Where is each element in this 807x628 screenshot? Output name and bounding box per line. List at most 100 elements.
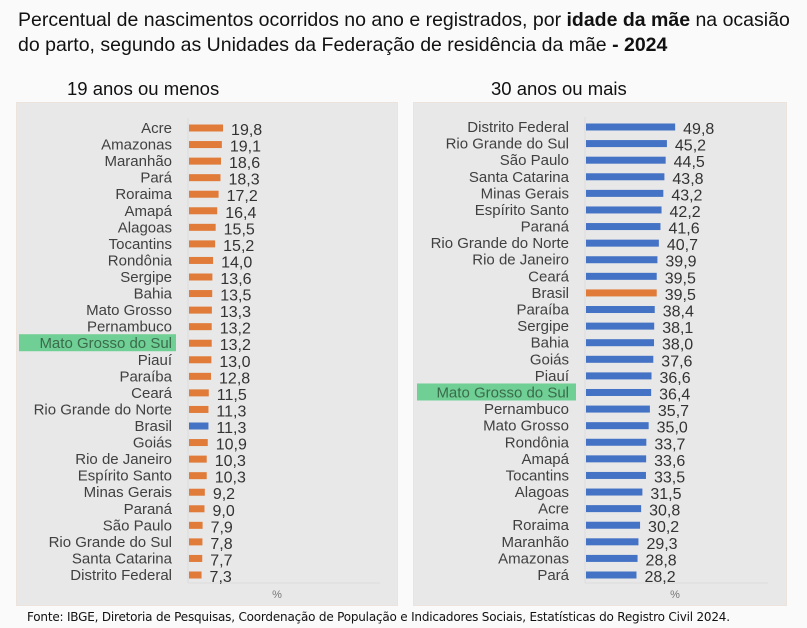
left-value-label: 16,4 <box>225 205 256 222</box>
left-value-label: 7,9 <box>211 519 233 536</box>
right-bar <box>586 123 676 131</box>
left-category-label: Espírito Santo <box>78 468 172 485</box>
left-category-label: Alagoas <box>118 219 172 236</box>
right-value-label: 35,7 <box>658 403 689 420</box>
right-category-label: Paraná <box>521 219 570 236</box>
left-bar <box>189 323 212 331</box>
right-value-label: 33,6 <box>654 453 685 470</box>
right-value-label: 40,7 <box>667 237 698 254</box>
left-bar <box>189 124 224 132</box>
left-category-label: Acre <box>141 120 172 137</box>
left-category-label: Paraná <box>124 501 173 518</box>
left-value-label: 9,2 <box>213 486 235 503</box>
right-value-label: 43,8 <box>672 171 703 188</box>
title-bold-age: idade da mãe <box>566 9 691 31</box>
left-bar <box>189 488 205 496</box>
right-category-label: Amazonas <box>498 550 569 567</box>
right-bar <box>586 322 655 330</box>
left-bar <box>189 554 203 562</box>
right-bar <box>586 554 638 562</box>
right-category-label: Santa Catarina <box>469 169 570 186</box>
left-value-label: 17,2 <box>227 188 258 205</box>
left-value-label: 10,3 <box>215 453 246 470</box>
right-value-label: 42,2 <box>670 204 701 221</box>
right-category-label: Distrito Federal <box>467 119 569 136</box>
right-category-label: Piauí <box>535 368 570 385</box>
left-category-label: Rio Grande do Norte <box>34 401 172 418</box>
right-bar <box>586 173 665 181</box>
right-bar <box>586 272 657 280</box>
left-bar <box>189 505 205 513</box>
left-bar <box>189 455 207 463</box>
left-bar <box>189 372 212 380</box>
left-category-label: Ceará <box>131 385 173 402</box>
right-value-label: 49,8 <box>683 121 714 138</box>
left-bar <box>189 157 221 165</box>
left-bar <box>189 339 212 347</box>
right-value-label: 33,5 <box>654 469 685 486</box>
right-category-label: Tocantins <box>506 467 569 484</box>
right-category-label: Rio Grande do Sul <box>446 136 569 153</box>
left-value-label: 15,5 <box>224 221 255 238</box>
left-category-label: Roraima <box>115 186 172 203</box>
source-note: Fonte: IBGE, Diretoria de Pesquisas, Coo… <box>27 610 730 624</box>
right-bar <box>586 239 659 247</box>
right-value-label: 45,2 <box>675 138 706 155</box>
right-bar <box>586 223 661 231</box>
left-bar <box>189 306 212 314</box>
right-category-label: Pernambuco <box>484 401 569 418</box>
right-category-label: Paraíba <box>516 302 569 319</box>
left-category-label: Bahia <box>134 286 173 303</box>
right-bar <box>586 256 658 264</box>
right-value-label: 36,4 <box>659 386 690 403</box>
right-category-label: Maranhão <box>501 534 569 551</box>
left-value-label: 14,0 <box>221 254 252 271</box>
left-chart-title: 19 anos ou menos <box>67 78 220 99</box>
right-category-label: Rondônia <box>505 434 570 451</box>
right-category-label: Sergipe <box>517 318 569 335</box>
left-category-label: Minas Gerais <box>84 484 172 501</box>
right-value-label: 44,5 <box>674 154 705 171</box>
right-bar <box>586 140 667 148</box>
right-value-label: 39,5 <box>665 270 696 287</box>
left-bar <box>189 472 207 480</box>
left-value-label: 11,3 <box>216 420 246 437</box>
right-bar <box>586 505 642 513</box>
right-category-label: Pará <box>537 567 569 584</box>
left-bar <box>189 521 203 529</box>
right-chart-title: 30 anos ou mais <box>491 78 627 99</box>
left-bar <box>189 240 216 248</box>
left-category-label: Sergipe <box>120 269 172 286</box>
left-value-label: 10,3 <box>215 470 246 487</box>
right-bar <box>586 156 666 164</box>
left-category-label: Amazonas <box>101 137 172 154</box>
left-category-label: Rondônia <box>108 252 173 269</box>
left-value-label: 13,2 <box>220 337 251 354</box>
right-bar <box>586 488 643 496</box>
left-value-label: 9,0 <box>212 503 234 520</box>
left-bar <box>189 273 213 281</box>
right-bar <box>586 538 639 546</box>
right-bar <box>586 405 650 413</box>
left-bar <box>189 223 216 231</box>
left-value-label: 7,8 <box>210 536 232 553</box>
left-value-label: 7,3 <box>210 569 232 586</box>
right-value-label: 37,6 <box>661 353 692 370</box>
left-highlight-box <box>19 334 176 352</box>
left-x-axis-label: % <box>272 589 282 601</box>
right-x-axis-label: % <box>670 589 680 601</box>
right-category-label: Acre <box>538 501 569 518</box>
right-bar <box>586 206 662 214</box>
left-bar <box>189 207 218 215</box>
left-bar <box>189 141 222 149</box>
left-category-label: Pernambuco <box>87 319 172 336</box>
left-category-label: Mato Grosso do Sul <box>39 335 172 352</box>
right-category-label: São Paulo <box>500 152 569 169</box>
left-bar <box>189 389 209 397</box>
right-value-label: 36,6 <box>660 370 691 387</box>
left-category-label: Mato Grosso <box>86 302 172 319</box>
right-value-label: 43,2 <box>671 187 702 204</box>
right-value-label: 33,7 <box>654 436 685 453</box>
left-category-label: Tocantins <box>109 236 172 253</box>
